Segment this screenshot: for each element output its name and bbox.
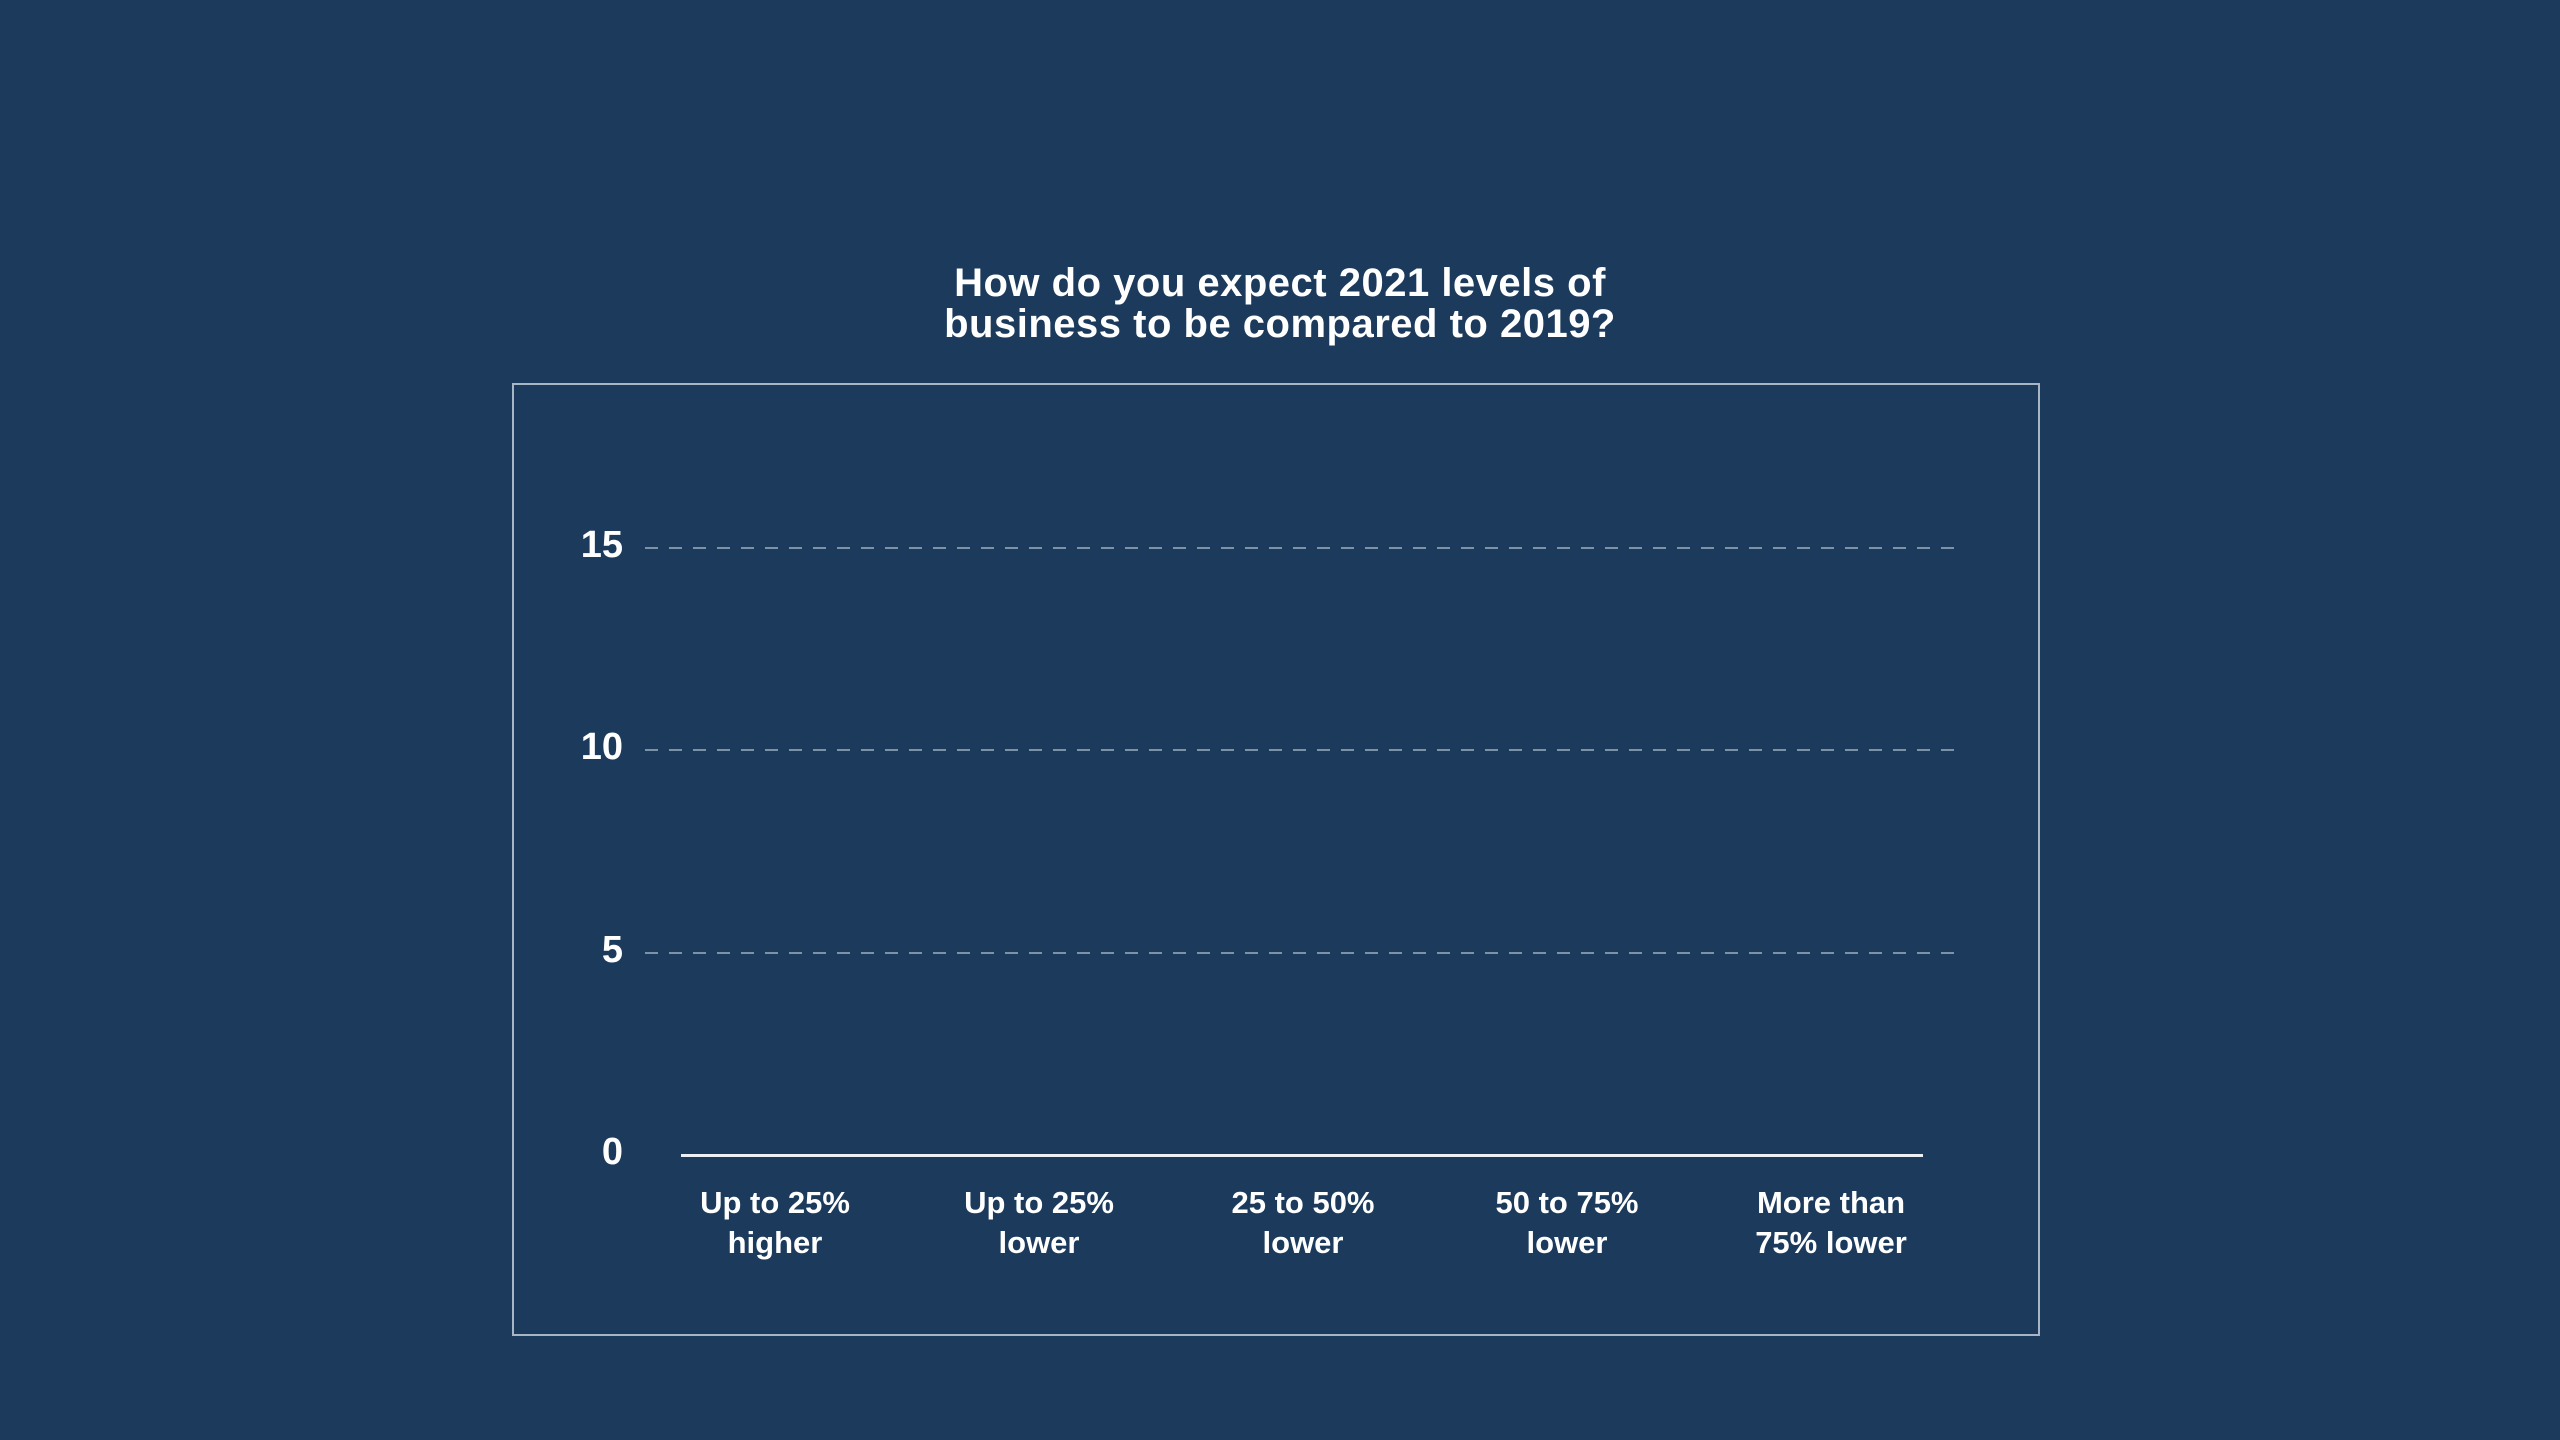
x-axis-category-label: 50 to 75% lower [1495, 1185, 1639, 1260]
y-axis-tick-label: 10 [580, 726, 623, 768]
x-axis-category-label: Up to 25% higher [700, 1185, 850, 1260]
x-axis-line [681, 1154, 1923, 1157]
x-axis-category-label: 25 to 50% lower [1231, 1185, 1375, 1260]
chart-title: How do you expect 2021 levels of busines… [944, 261, 1616, 346]
gridline [645, 546, 1960, 549]
y-axis-tick-label: 0 [601, 1131, 623, 1173]
gridline [645, 951, 1960, 954]
y-axis-tick-label: 5 [601, 928, 623, 971]
x-axis-category-label: Up to 25% lower [964, 1185, 1114, 1260]
y-axis-tick-label: 15 [580, 523, 623, 566]
x-axis-category-label: More than 75% lower [1755, 1185, 1907, 1260]
gridline [645, 749, 1960, 751]
plot-frame [512, 383, 2040, 1336]
